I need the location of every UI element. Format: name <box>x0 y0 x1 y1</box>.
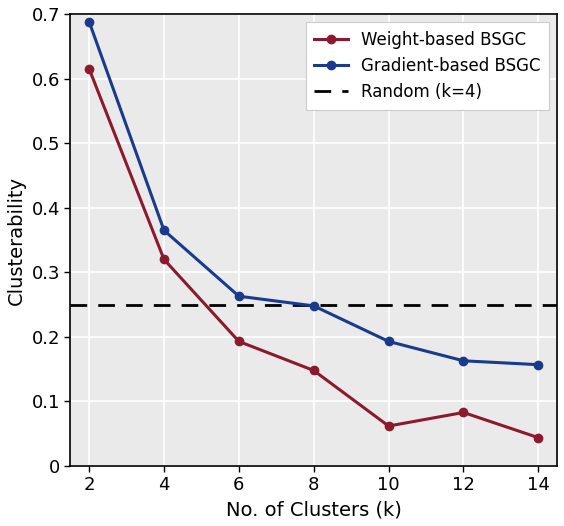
Gradient-based BSGC <box>310 303 317 309</box>
Gradient-based BSGC <box>86 18 92 25</box>
Line: Gradient-based BSGC: Gradient-based BSGC <box>85 17 543 369</box>
Weight-based BSGC <box>535 434 542 441</box>
Weight-based BSGC <box>460 409 467 416</box>
Legend: Weight-based BSGC, Gradient-based BSGC, Random (k=4): Weight-based BSGC, Gradient-based BSGC, … <box>306 22 549 109</box>
Weight-based BSGC <box>385 423 392 429</box>
Weight-based BSGC <box>236 338 243 345</box>
Gradient-based BSGC <box>161 227 168 234</box>
Gradient-based BSGC <box>460 358 467 364</box>
X-axis label: No. of Clusters (k): No. of Clusters (k) <box>226 500 402 519</box>
Weight-based BSGC <box>310 367 317 373</box>
Line: Weight-based BSGC: Weight-based BSGC <box>85 65 543 442</box>
Y-axis label: Clusterability: Clusterability <box>7 176 26 305</box>
Gradient-based BSGC <box>385 338 392 345</box>
Weight-based BSGC <box>161 256 168 262</box>
Gradient-based BSGC <box>535 361 542 368</box>
Gradient-based BSGC <box>236 293 243 299</box>
Random (k=4) <box>49 301 55 308</box>
Random (k=4) <box>11 301 17 308</box>
Weight-based BSGC <box>86 66 92 72</box>
